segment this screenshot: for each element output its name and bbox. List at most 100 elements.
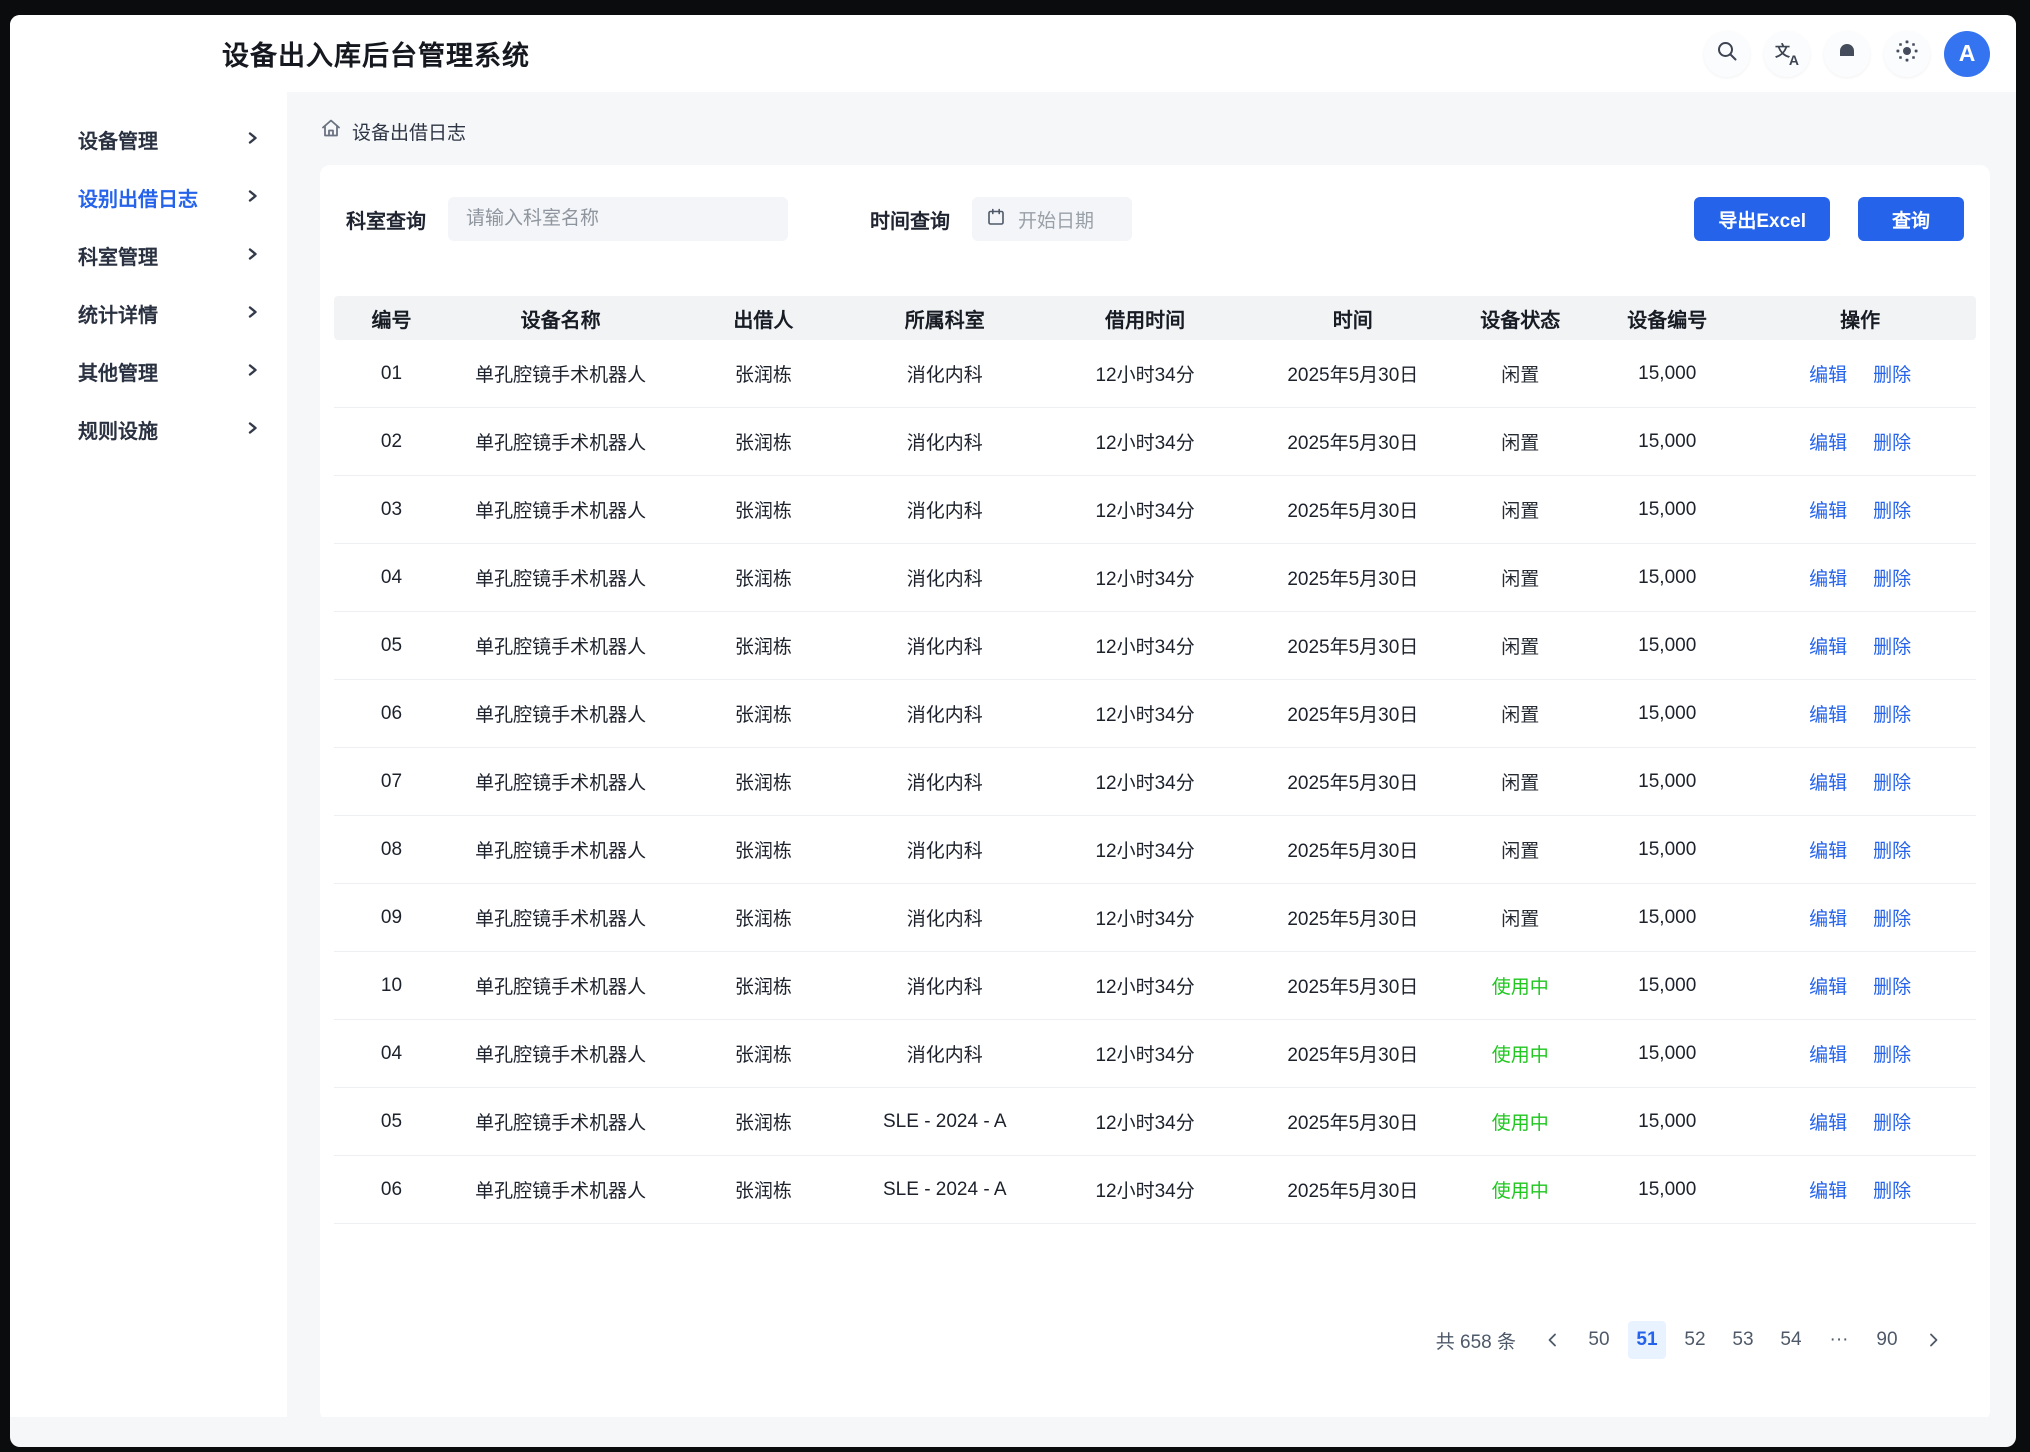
theme-button[interactable] bbox=[1884, 30, 1930, 77]
chevron-right-icon bbox=[247, 186, 259, 209]
sidebar-item-设别出借日志[interactable]: 设别出借日志 bbox=[10, 168, 287, 226]
cell-date: 2025年5月30日 bbox=[1287, 977, 1419, 998]
filter-bar: 科室查询 时间查询 开始日期 导出Excel bbox=[346, 197, 1964, 241]
cell-actions: 编辑 删除 bbox=[1744, 680, 1976, 747]
search-icon bbox=[1715, 39, 1739, 68]
edit-link[interactable]: 编辑 bbox=[1809, 909, 1848, 930]
breadcrumb-label: 设备出借日志 bbox=[352, 122, 467, 144]
notifications-button[interactable] bbox=[1824, 30, 1870, 77]
edit-link[interactable]: 编辑 bbox=[1809, 841, 1848, 862]
table-row: 04 单孔腔镜手术机器人 张润栋 消化内科 12小时34分 2025年5月30日 使用中 15… bbox=[334, 1020, 1976, 1088]
cell-id: 03 bbox=[380, 498, 403, 520]
cell-department: 消化内科 bbox=[906, 977, 983, 998]
status-badge: 闲置 bbox=[1501, 365, 1540, 386]
delete-link[interactable]: 删除 bbox=[1873, 1113, 1912, 1134]
edit-link[interactable]: 编辑 bbox=[1809, 365, 1848, 386]
sidebar-item-科室管理[interactable]: 科室管理 bbox=[10, 226, 287, 284]
edit-link[interactable]: 编辑 bbox=[1809, 501, 1848, 522]
cell-device-code: 15,000 bbox=[1638, 770, 1697, 792]
next-page-button[interactable] bbox=[1916, 1321, 1950, 1359]
status-badge: 闲置 bbox=[1501, 501, 1540, 522]
edit-link[interactable]: 编辑 bbox=[1809, 1045, 1848, 1066]
sidebar-item-统计详情[interactable]: 统计详情 bbox=[10, 284, 287, 342]
page-button-90[interactable]: 90 bbox=[1876, 1329, 1898, 1350]
delete-link[interactable]: 删除 bbox=[1873, 773, 1912, 794]
delete-link[interactable]: 删除 bbox=[1873, 705, 1912, 726]
search-button[interactable] bbox=[1704, 30, 1750, 77]
cell-id: 07 bbox=[380, 770, 403, 792]
cell-id: 04 bbox=[380, 566, 403, 588]
chevron-right-icon bbox=[247, 302, 259, 325]
page-button-50[interactable]: 50 bbox=[1588, 1329, 1610, 1350]
delete-link[interactable]: 删除 bbox=[1873, 365, 1912, 386]
cell-lender: 张润栋 bbox=[734, 705, 792, 726]
dept-search-input[interactable] bbox=[448, 197, 788, 241]
cell-device-code: 15,000 bbox=[1638, 906, 1697, 928]
delete-link[interactable]: 删除 bbox=[1873, 841, 1912, 862]
cell-id: 08 bbox=[380, 838, 403, 860]
cell-actions: 编辑 删除 bbox=[1744, 476, 1976, 543]
column-header: 出借人 bbox=[733, 309, 794, 332]
user-avatar[interactable]: A bbox=[1944, 30, 1990, 77]
sidebar-item-label: 统计详情 bbox=[78, 304, 158, 327]
start-date-picker[interactable]: 开始日期 bbox=[972, 197, 1132, 241]
cell-date: 2025年5月30日 bbox=[1287, 1181, 1419, 1202]
delete-link[interactable]: 删除 bbox=[1873, 501, 1912, 522]
cell-duration: 12小时34分 bbox=[1095, 705, 1195, 726]
query-button[interactable]: 查询 bbox=[1857, 197, 1964, 241]
cell-actions: 编辑 删除 bbox=[1744, 884, 1976, 951]
cell-device-code: 15,000 bbox=[1638, 362, 1697, 384]
delete-link[interactable]: 删除 bbox=[1873, 977, 1912, 998]
cell-device-name: 单孔腔镜手术机器人 bbox=[475, 977, 647, 998]
sidebar-item-label: 规则设施 bbox=[78, 420, 158, 443]
edit-link[interactable]: 编辑 bbox=[1809, 705, 1848, 726]
delete-link[interactable]: 删除 bbox=[1873, 909, 1912, 930]
cell-device-code: 15,000 bbox=[1638, 566, 1697, 588]
cell-lender: 张润栋 bbox=[734, 433, 792, 454]
cell-date: 2025年5月30日 bbox=[1287, 773, 1419, 794]
table-row: 10 单孔腔镜手术机器人 张润栋 消化内科 12小时34分 2025年5月30日 使用中 15… bbox=[334, 952, 1976, 1020]
column-header: 编号 bbox=[371, 309, 412, 332]
delete-link[interactable]: 删除 bbox=[1873, 433, 1912, 454]
delete-link[interactable]: 删除 bbox=[1873, 1181, 1912, 1202]
cell-actions: 编辑 删除 bbox=[1744, 816, 1976, 883]
cell-device-name: 单孔腔镜手术机器人 bbox=[475, 569, 647, 590]
page-ellipsis[interactable]: ··· bbox=[1829, 1329, 1849, 1350]
edit-link[interactable]: 编辑 bbox=[1809, 569, 1848, 590]
cell-device-name: 单孔腔镜手术机器人 bbox=[475, 1113, 647, 1134]
cell-id: 02 bbox=[380, 430, 403, 452]
sidebar-item-其他管理[interactable]: 其他管理 bbox=[10, 342, 287, 400]
edit-link[interactable]: 编辑 bbox=[1809, 1181, 1848, 1202]
page-button-52[interactable]: 52 bbox=[1684, 1329, 1706, 1350]
delete-link[interactable]: 删除 bbox=[1873, 569, 1912, 590]
edit-link[interactable]: 编辑 bbox=[1809, 433, 1848, 454]
theme-sun-icon bbox=[1895, 39, 1919, 68]
delete-link[interactable]: 删除 bbox=[1873, 637, 1912, 658]
page-button-51[interactable]: 51 bbox=[1628, 1321, 1666, 1359]
edit-link[interactable]: 编辑 bbox=[1809, 637, 1848, 658]
sidebar-item-规则设施[interactable]: 规则设施 bbox=[10, 400, 287, 458]
main-content: 设备出借日志 科室查询 时间查询 bbox=[287, 92, 2016, 1417]
cell-device-name: 单孔腔镜手术机器人 bbox=[475, 909, 647, 930]
cell-actions: 编辑 删除 bbox=[1744, 612, 1976, 679]
edit-link[interactable]: 编辑 bbox=[1809, 1113, 1848, 1134]
delete-link[interactable]: 删除 bbox=[1873, 1045, 1912, 1066]
table-row: 09 单孔腔镜手术机器人 张润栋 消化内科 12小时34分 2025年5月30日 闲置 15,… bbox=[334, 884, 1976, 952]
prev-page-button[interactable] bbox=[1536, 1321, 1570, 1359]
table-row: 02 单孔腔镜手术机器人 张润栋 消化内科 12小时34分 2025年5月30日 闲置 15,… bbox=[334, 408, 1976, 476]
cell-duration: 12小时34分 bbox=[1095, 773, 1195, 794]
edit-link[interactable]: 编辑 bbox=[1809, 773, 1848, 794]
status-badge: 使用中 bbox=[1491, 1181, 1549, 1202]
status-badge: 闲置 bbox=[1501, 433, 1540, 454]
cell-date: 2025年5月30日 bbox=[1287, 569, 1419, 590]
page-button-54[interactable]: 54 bbox=[1780, 1329, 1802, 1350]
cell-lender: 张润栋 bbox=[734, 841, 792, 862]
page-button-53[interactable]: 53 bbox=[1732, 1329, 1754, 1350]
cell-id: 06 bbox=[380, 702, 403, 724]
sidebar-item-设备管理[interactable]: 设备管理 bbox=[10, 110, 287, 168]
export-excel-button[interactable]: 导出Excel bbox=[1694, 197, 1830, 241]
edit-link[interactable]: 编辑 bbox=[1809, 977, 1848, 998]
